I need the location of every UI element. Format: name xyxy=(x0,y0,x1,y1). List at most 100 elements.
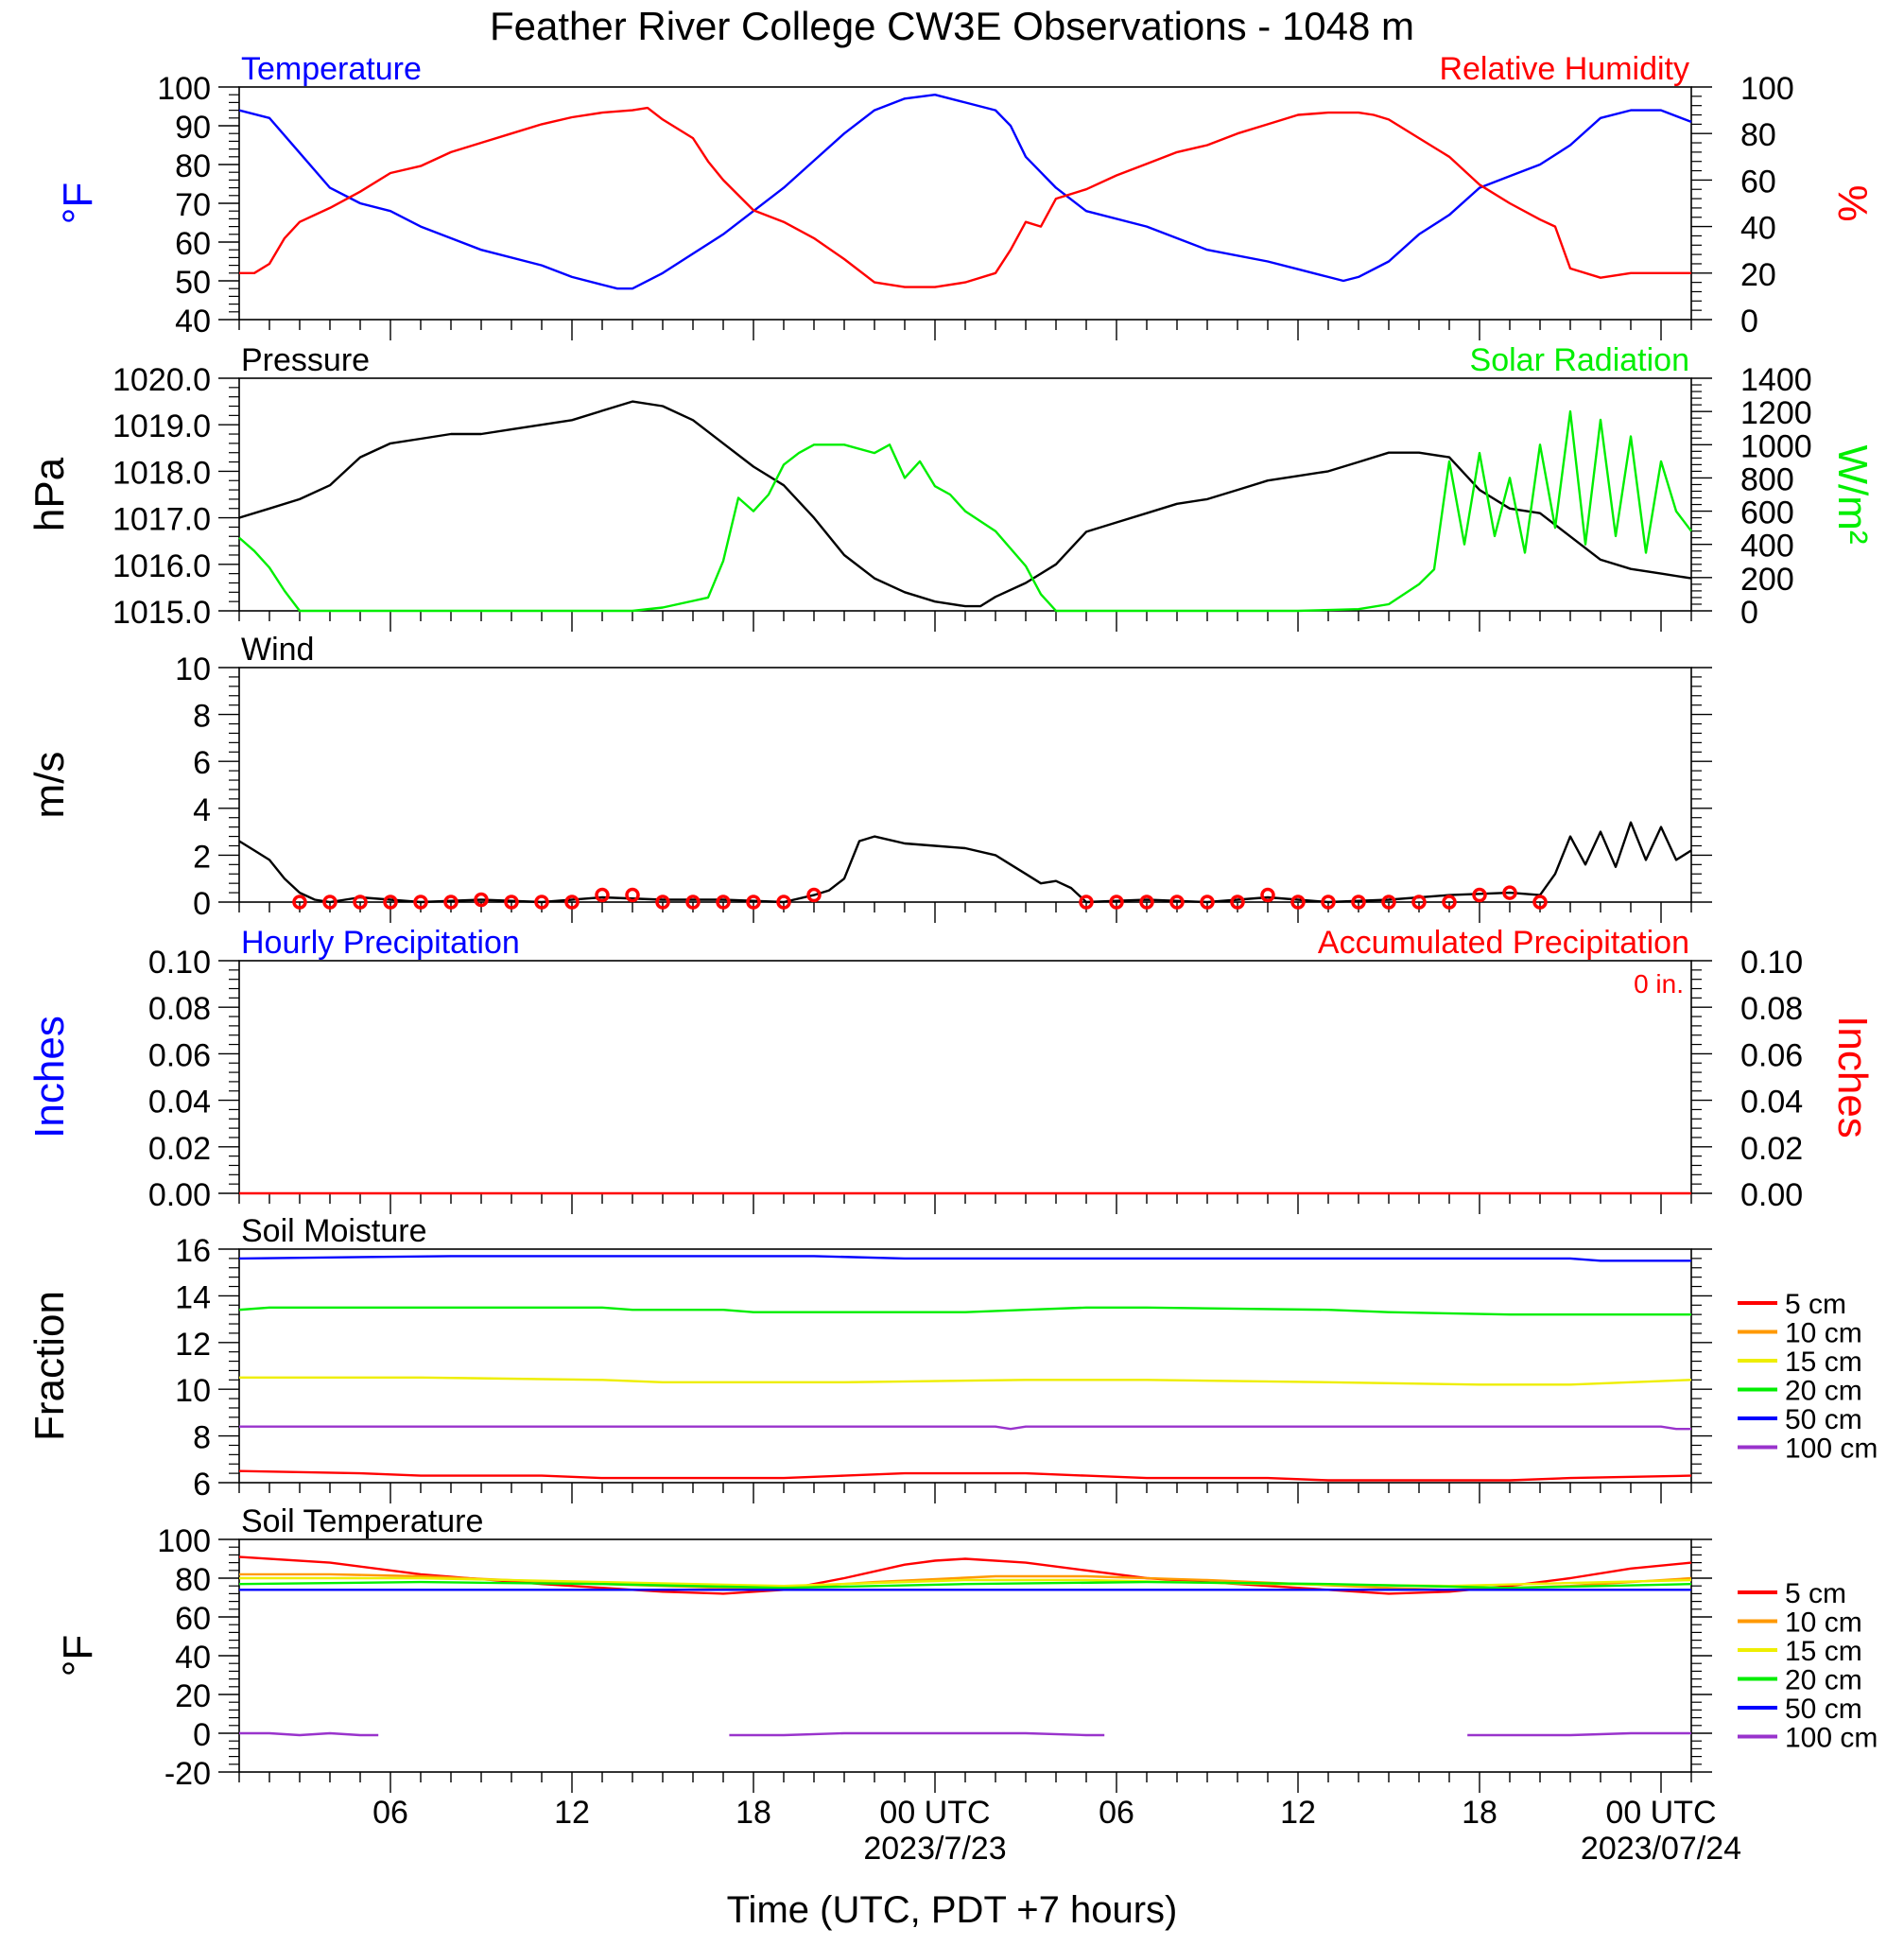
wind-barb-marker xyxy=(806,887,822,903)
y-left-tick-label: 4 xyxy=(193,792,211,828)
y-left-tick-label: 1017.0 xyxy=(113,502,211,538)
y-left-tick-label: 10 xyxy=(175,1373,211,1409)
legend-label: 10 cm xyxy=(1785,1607,1862,1639)
wind-barb-marker xyxy=(1351,895,1366,910)
y-right-tick-label: 0.02 xyxy=(1740,1131,1803,1167)
wind-barb-marker xyxy=(1472,887,1487,903)
y-left-tick-label: 80 xyxy=(175,148,211,184)
x-date-label: 2023/7/23 xyxy=(863,1831,1006,1867)
legend-label: 5 cm xyxy=(1785,1578,1846,1609)
x-tick-label: 00 UTC xyxy=(879,1795,990,1831)
y-left-axis-title: hPa xyxy=(26,457,73,531)
wind-barb-marker xyxy=(655,895,670,910)
y-left-tick-label: 10 xyxy=(175,652,211,687)
y-left-tick-label: 8 xyxy=(193,1420,211,1456)
plot-frame xyxy=(238,667,1692,903)
wind-barb-marker xyxy=(1381,895,1396,910)
y-left-tick-label: 0.04 xyxy=(148,1085,211,1121)
x-tick-label: 18 xyxy=(1462,1795,1497,1831)
wind-barb-marker xyxy=(1502,885,1517,900)
panel-label-left: Temperature xyxy=(241,51,422,87)
y-left-tick-label: 60 xyxy=(175,226,211,262)
y-left-axis-title: Inches xyxy=(26,1016,73,1138)
legend-label: 100 cm xyxy=(1785,1433,1878,1465)
legend-label: 100 cm xyxy=(1785,1723,1878,1754)
y-left-tick-label: 0.02 xyxy=(148,1131,211,1167)
wind-barb-marker xyxy=(1079,895,1094,910)
y-left-tick-label: 1019.0 xyxy=(113,408,211,444)
panel-label-left: Pressure xyxy=(241,342,370,378)
wind-barb-marker xyxy=(1169,895,1185,910)
y-right-tick-label: 0.06 xyxy=(1740,1037,1803,1073)
y-left-tick-label: 90 xyxy=(175,110,211,146)
wind-barb-marker xyxy=(1411,895,1427,910)
wind-barb-marker xyxy=(595,887,610,903)
x-axis-title: Time (UTC, PDT +7 hours) xyxy=(727,1889,1178,1931)
wind-barb-marker xyxy=(353,895,368,910)
y-left-tick-label: 80 xyxy=(175,1562,211,1598)
y-left-tick-label: 40 xyxy=(175,1640,211,1676)
legend-label: 5 cm xyxy=(1785,1289,1846,1320)
y-right-tick-label: 1200 xyxy=(1740,395,1812,431)
y-left-tick-label: 0.06 xyxy=(148,1037,211,1073)
series-line-20-cm xyxy=(238,1580,1692,1590)
y-left-tick-label: 100 xyxy=(157,1523,211,1559)
legend-label: 15 cm xyxy=(1785,1347,1862,1378)
y-right-tick-label: 40 xyxy=(1740,211,1776,247)
y-right-tick-label: 400 xyxy=(1740,529,1794,565)
y-right-axis-title: W/m² xyxy=(1829,444,1876,544)
y-left-tick-label: 0 xyxy=(193,1717,211,1753)
series-line-5-cm xyxy=(238,1469,1692,1482)
legend-label: 15 cm xyxy=(1785,1636,1862,1667)
wind-barb-marker xyxy=(564,895,580,910)
panel-pressure_solar: 1015.0 1016.0 1017.0 1018.0 1019.0 1020.0 0200… xyxy=(26,342,1876,632)
wind-barb-marker xyxy=(1139,895,1154,910)
y-left-tick-label: -20 xyxy=(164,1756,211,1792)
y-left-tick-label: 6 xyxy=(193,745,211,781)
panel-precip: 0.00 0.02 0.04 0.06 0.08 0.10 0.00 0.02 0.04 0.06… xyxy=(26,925,1876,1214)
y-left-axis-title: °F xyxy=(55,1635,101,1677)
y-right-tick-label: 600 xyxy=(1740,495,1794,531)
wind-barb-marker xyxy=(383,895,398,910)
wind-barb-marker xyxy=(534,895,549,910)
x-tick-label: 06 xyxy=(372,1795,408,1831)
x-tick-label: 12 xyxy=(1280,1795,1316,1831)
panel-label-right: Solar Radiation xyxy=(1470,342,1689,378)
panel-annotation: 0 in. xyxy=(1634,969,1684,999)
y-right-tick-label: 0.10 xyxy=(1740,945,1803,981)
y-left-axis-title: Fraction xyxy=(26,1291,73,1441)
y-left-tick-label: 1015.0 xyxy=(113,595,211,631)
wind-barb-marker xyxy=(1532,895,1548,910)
y-right-tick-label: 0.04 xyxy=(1740,1085,1803,1121)
y-left-tick-label: 40 xyxy=(175,304,211,339)
legend-label: 10 cm xyxy=(1785,1318,1862,1349)
y-right-tick-label: 200 xyxy=(1740,562,1794,598)
x-date-label: 2023/07/24 xyxy=(1581,1831,1741,1867)
y-right-tick-label: 800 xyxy=(1740,461,1794,497)
wind-barb-marker xyxy=(776,895,791,910)
y-left-tick-label: 100 xyxy=(157,71,211,107)
series-line-50-cm xyxy=(238,1255,1691,1262)
wind-barb-marker xyxy=(292,895,307,910)
y-left-tick-label: 1020.0 xyxy=(113,362,211,398)
plot-frame xyxy=(238,1248,1692,1484)
panel-label-left: Soil Moisture xyxy=(241,1213,427,1249)
legend-label: 20 cm xyxy=(1785,1376,1862,1407)
y-right-tick-label: 1400 xyxy=(1740,362,1812,398)
series-line-pressure xyxy=(238,400,1692,608)
y-left-tick-label: 60 xyxy=(175,1601,211,1637)
series-line-100-cm xyxy=(239,1731,1691,1737)
y-left-tick-label: 0.08 xyxy=(148,991,211,1027)
series-line-20-cm xyxy=(238,1306,1691,1316)
y-left-tick-label: 20 xyxy=(175,1678,211,1714)
legend-label: 50 cm xyxy=(1785,1404,1862,1435)
series-line-100-cm xyxy=(239,1425,1691,1431)
figure-title: Feather River College CW3E Observations … xyxy=(490,4,1414,48)
y-right-tick-label: 80 xyxy=(1740,117,1776,153)
wind-barb-marker xyxy=(685,895,701,910)
y-left-tick-label: 50 xyxy=(175,265,211,301)
y-left-tick-label: 6 xyxy=(193,1467,211,1503)
